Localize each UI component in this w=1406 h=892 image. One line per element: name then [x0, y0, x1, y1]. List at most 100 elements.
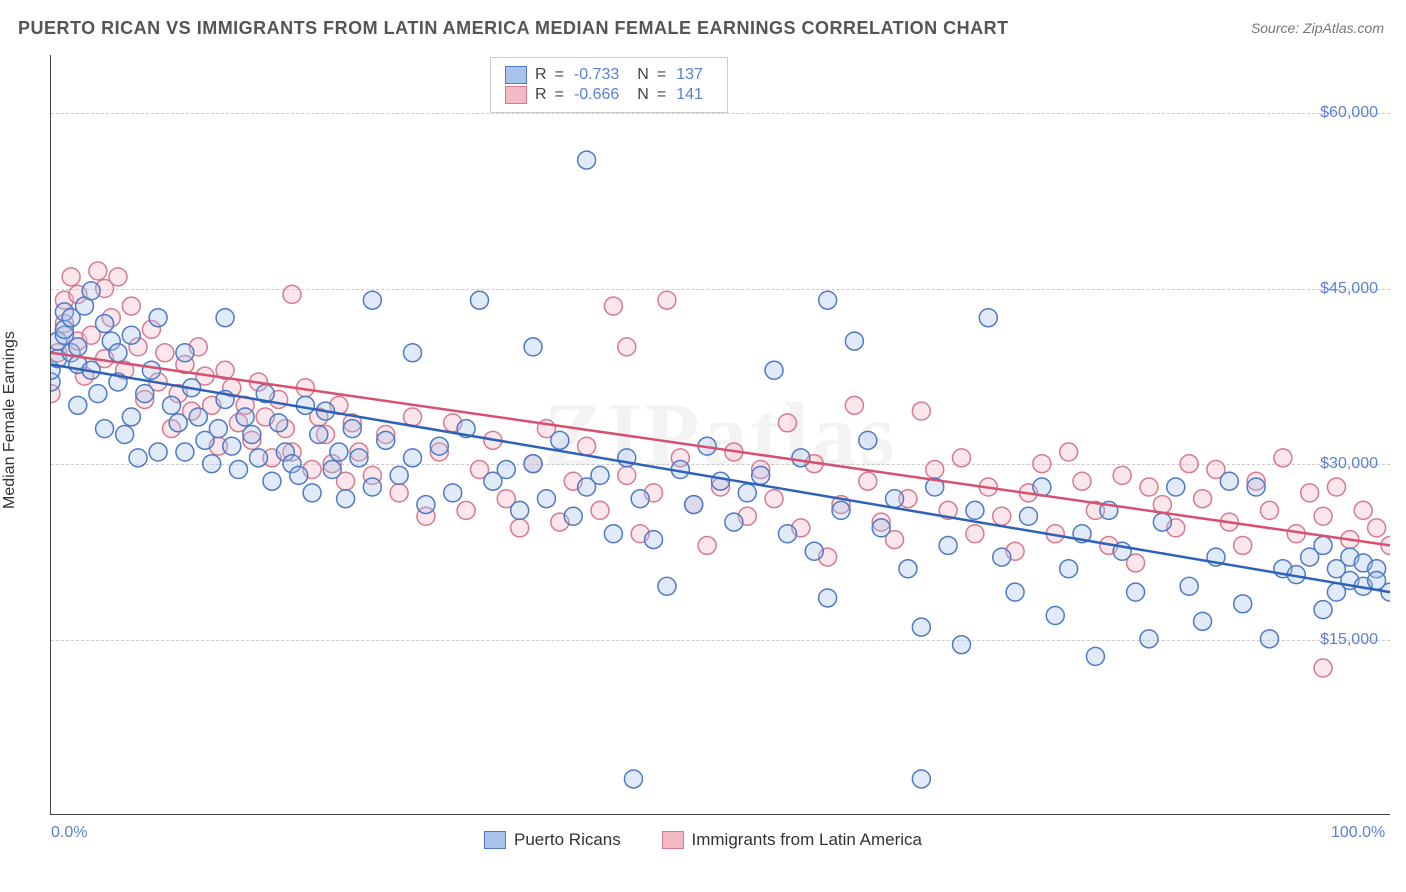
data-point	[1327, 478, 1345, 496]
data-point	[363, 291, 381, 309]
data-point	[96, 420, 114, 438]
data-point	[725, 513, 743, 531]
data-point	[859, 472, 877, 490]
data-point	[738, 484, 756, 502]
data-point	[1194, 490, 1212, 508]
data-point	[1006, 583, 1024, 601]
data-point	[899, 560, 917, 578]
data-point	[209, 420, 227, 438]
data-point	[89, 262, 107, 280]
data-point	[417, 496, 435, 514]
data-point	[1354, 501, 1372, 519]
data-point	[564, 507, 582, 525]
data-point	[1260, 630, 1278, 648]
data-point	[1140, 478, 1158, 496]
regression-line	[51, 364, 1390, 592]
data-point	[1234, 595, 1252, 613]
data-point	[1060, 560, 1078, 578]
data-point	[993, 548, 1011, 566]
chart-title: PUERTO RICAN VS IMMIGRANTS FROM LATIN AM…	[18, 18, 1009, 39]
data-point	[122, 297, 140, 315]
data-point	[912, 402, 930, 420]
data-point	[912, 618, 930, 636]
data-point	[1086, 647, 1104, 665]
plot-area: ZIPatlas $15,000$30,000$45,000$60,0000.0…	[50, 55, 1390, 815]
data-point	[296, 396, 314, 414]
source-label: Source:	[1251, 20, 1303, 36]
data-point	[149, 443, 167, 461]
n-label-2: N	[637, 86, 649, 104]
data-point	[591, 501, 609, 519]
data-point	[1180, 577, 1198, 595]
data-point	[698, 536, 716, 554]
data-point	[604, 297, 622, 315]
data-point	[1274, 449, 1292, 467]
scatter-svg	[51, 55, 1390, 814]
data-point	[765, 361, 783, 379]
data-point	[1046, 607, 1064, 625]
data-point	[511, 519, 529, 537]
data-point	[189, 408, 207, 426]
data-point	[752, 466, 770, 484]
data-point	[283, 285, 301, 303]
data-point	[551, 431, 569, 449]
data-point	[685, 496, 703, 514]
data-point	[805, 542, 823, 560]
r-value-1: -0.733	[574, 66, 619, 84]
legend-row-series-1: R = -0.733 N = 137	[505, 66, 713, 84]
data-point	[953, 636, 971, 654]
y-axis-label: Median Female Earnings	[1, 331, 19, 509]
data-point	[712, 472, 730, 490]
data-point	[618, 338, 636, 356]
data-point	[792, 449, 810, 467]
n-label-1: N	[637, 66, 649, 84]
eq-1b: =	[657, 66, 666, 84]
data-point	[859, 431, 877, 449]
data-point	[819, 291, 837, 309]
data-point	[176, 344, 194, 362]
data-point	[156, 344, 174, 362]
data-point	[310, 426, 328, 444]
data-point	[537, 490, 555, 508]
data-point	[845, 396, 863, 414]
data-point	[96, 315, 114, 333]
data-point	[430, 437, 448, 455]
data-point	[169, 414, 187, 432]
data-point	[872, 519, 890, 537]
data-point	[1140, 630, 1158, 648]
data-point	[819, 589, 837, 607]
data-point	[69, 338, 87, 356]
legend-item-series-2: Immigrants from Latin America	[662, 830, 923, 850]
data-point	[658, 577, 676, 595]
source-value: ZipAtlas.com	[1303, 20, 1384, 36]
data-point	[390, 484, 408, 502]
data-point	[330, 443, 348, 461]
data-point	[109, 268, 127, 286]
data-point	[229, 461, 247, 479]
swatch-bottom-2	[662, 831, 684, 849]
data-point	[250, 449, 268, 467]
data-point	[1113, 466, 1131, 484]
data-point	[578, 437, 596, 455]
r-label-1: R	[535, 66, 547, 84]
data-point	[1194, 612, 1212, 630]
eq-1a: =	[555, 66, 564, 84]
data-point	[216, 309, 234, 327]
data-point	[263, 472, 281, 490]
r-value-2: -0.666	[574, 86, 619, 104]
data-point	[243, 426, 261, 444]
n-value-1: 137	[676, 66, 703, 84]
r-label-2: R	[535, 86, 547, 104]
data-point	[122, 326, 140, 344]
data-point	[618, 466, 636, 484]
data-point	[290, 466, 308, 484]
swatch-bottom-1	[484, 831, 506, 849]
data-point	[524, 338, 542, 356]
data-point	[444, 484, 462, 502]
data-point	[203, 455, 221, 473]
data-point	[129, 449, 147, 467]
data-point	[223, 437, 241, 455]
data-point	[69, 396, 87, 414]
data-point	[62, 268, 80, 286]
data-point	[1127, 583, 1145, 601]
